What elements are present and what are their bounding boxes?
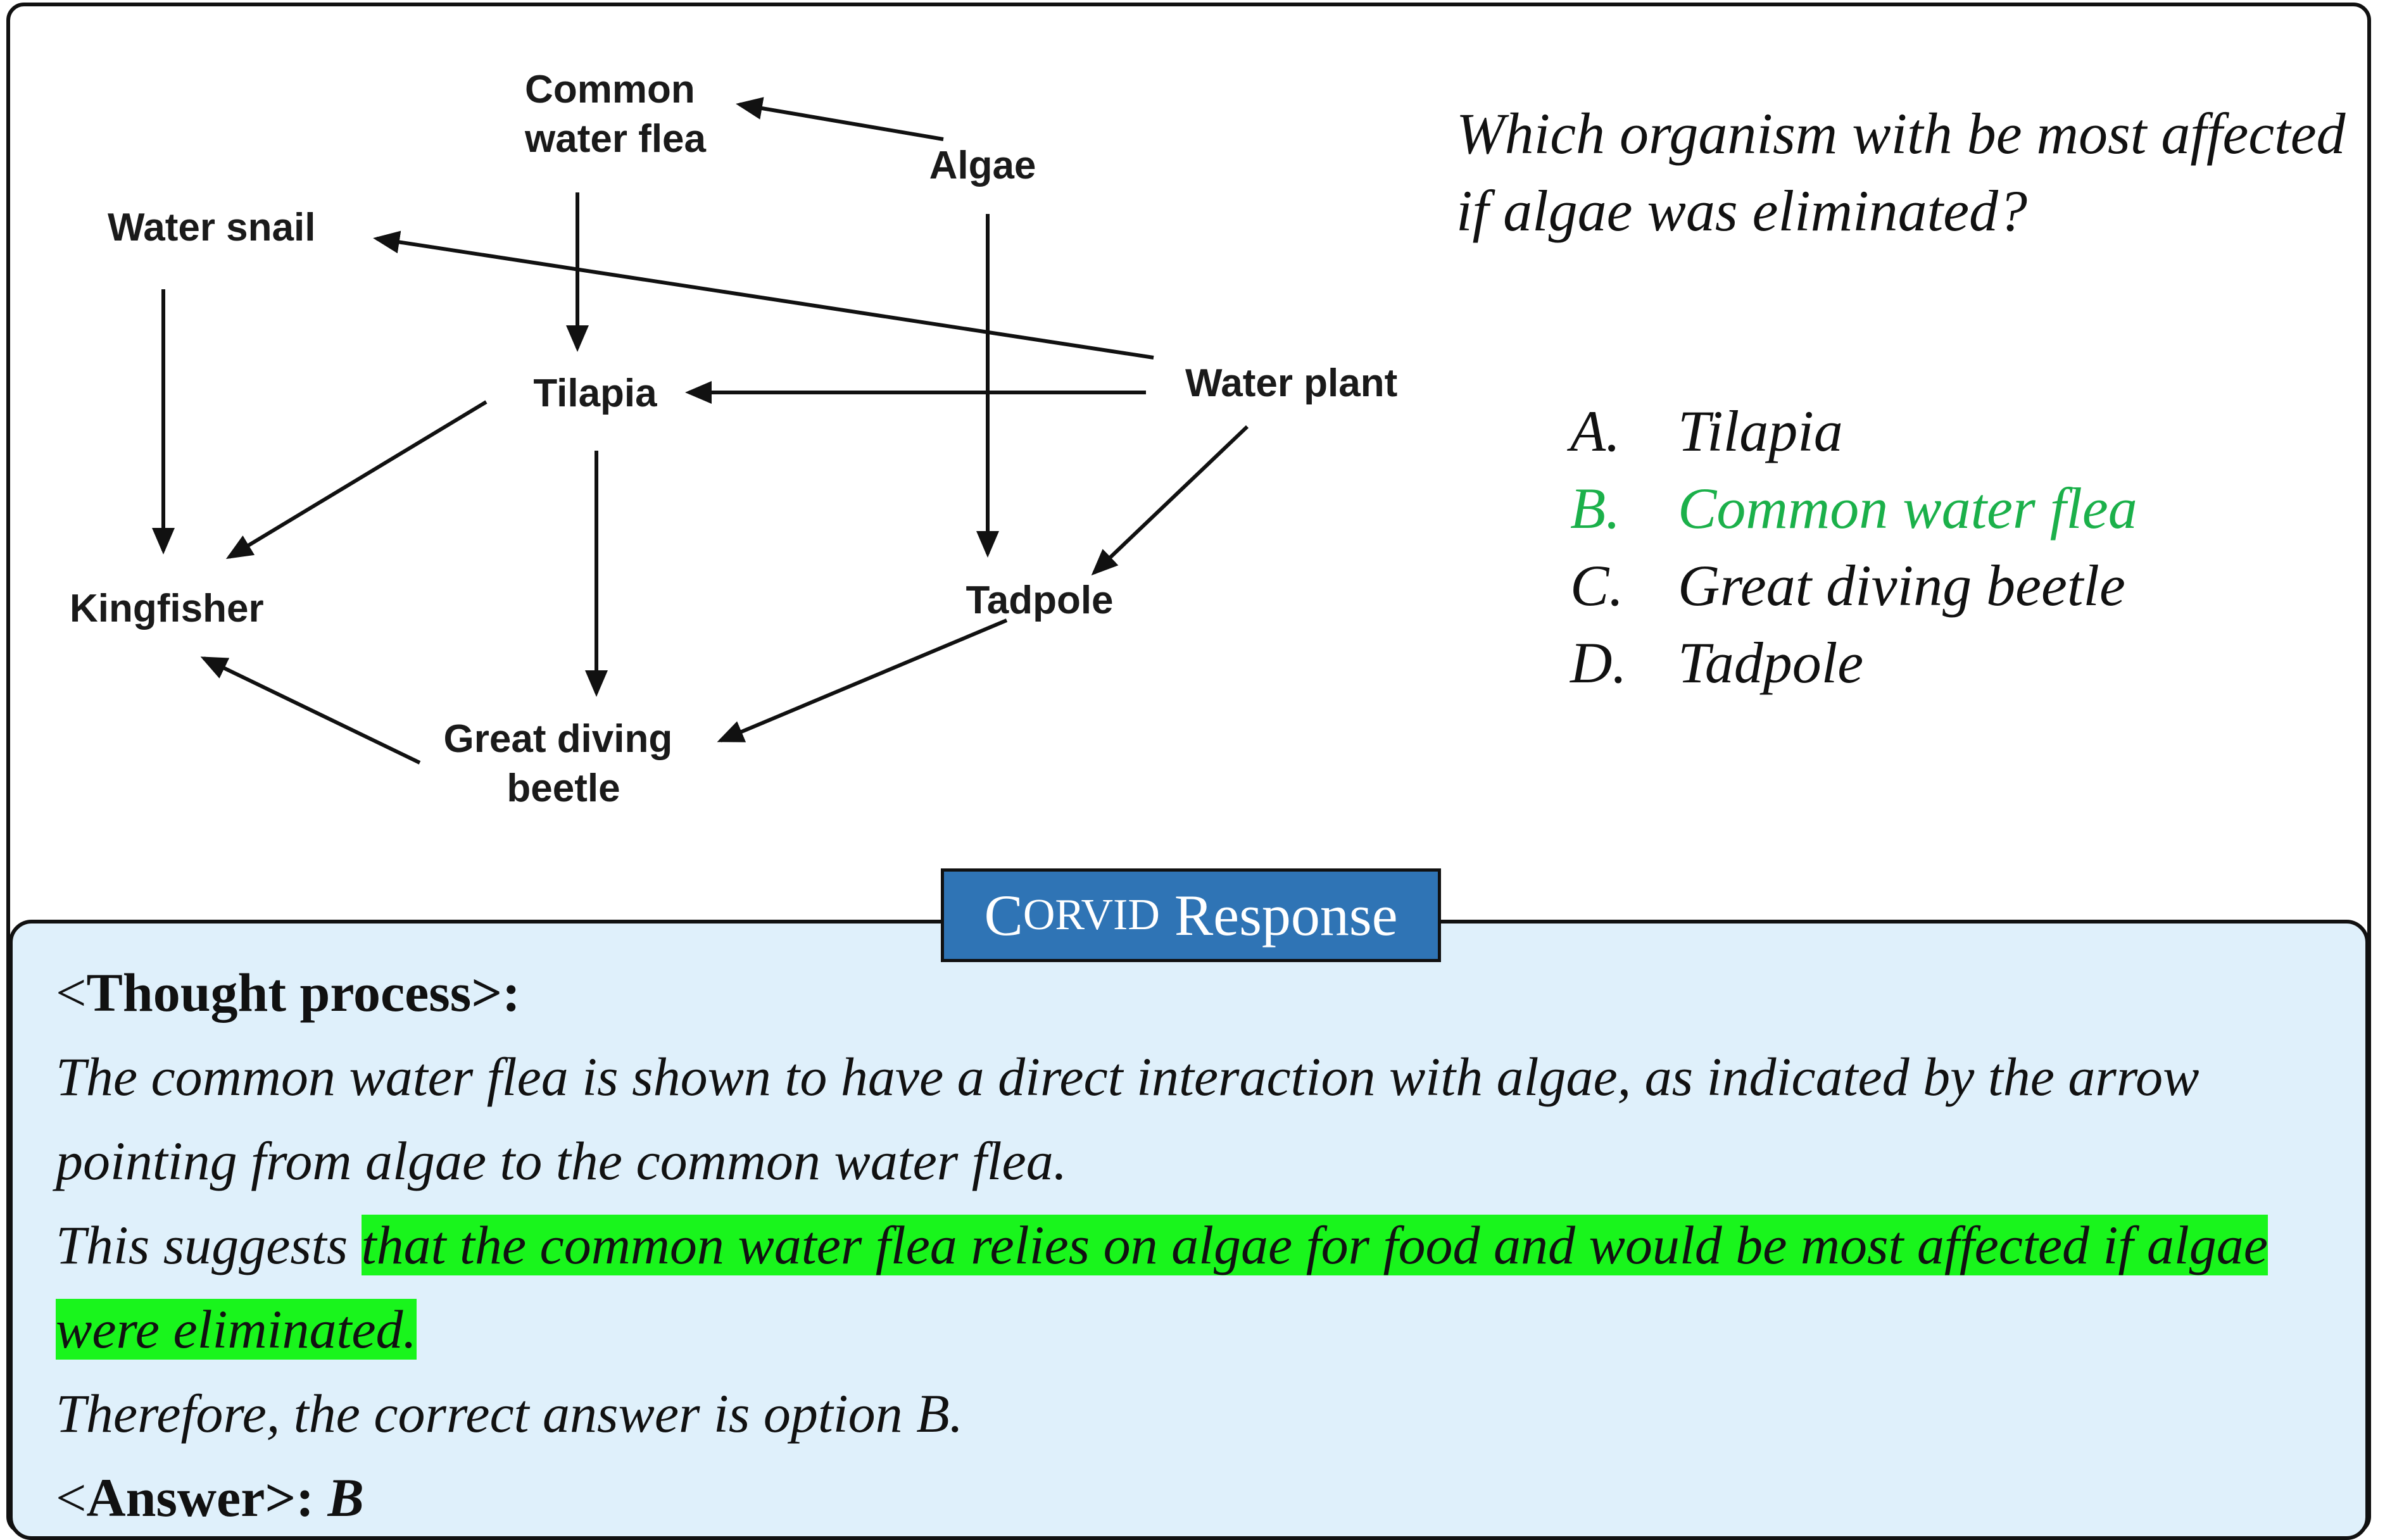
option-a: A. Tilapia bbox=[1570, 392, 2137, 470]
option-b: B. Common water flea bbox=[1570, 470, 2137, 547]
option-letter: A. bbox=[1570, 399, 1621, 463]
option-letter: C. bbox=[1570, 553, 1624, 618]
option-c: C. Great diving beetle bbox=[1570, 547, 2137, 624]
title-initial: C bbox=[984, 883, 1023, 948]
edge-beetle-to-kingfisher bbox=[200, 656, 421, 765]
answer-options: A. Tilapia B. Common water flea C. Great… bbox=[1570, 392, 2137, 701]
thought-label: Thought process bbox=[86, 962, 472, 1023]
option-d: D. Tadpole bbox=[1570, 624, 2137, 701]
edge-water-plant-to-tadpole bbox=[1091, 425, 1249, 576]
option-text: Great diving beetle bbox=[1678, 553, 2125, 618]
question-line-1: Which organism with be most affected bbox=[1456, 101, 2346, 166]
node-common-water-flea: Common water flea bbox=[524, 68, 707, 161]
food-web-diagram: Common water flea Algae Water snail Tila… bbox=[70, 68, 1397, 810]
node-algae: Algae bbox=[929, 144, 1036, 187]
bracket-open: < bbox=[56, 1467, 87, 1528]
response-body: <Thought process>: The common water flea… bbox=[56, 951, 2335, 1540]
bracket-close: >: bbox=[471, 962, 520, 1023]
question-text: Which organism with be most affected if … bbox=[1456, 95, 2362, 249]
bracket-open: < bbox=[56, 962, 87, 1023]
title-smallcaps: ORVID bbox=[1023, 891, 1160, 939]
option-letter: B. bbox=[1570, 476, 1621, 541]
edge-tilapia-to-kingfisher bbox=[225, 400, 488, 560]
node-kingfisher: Kingfisher bbox=[70, 587, 264, 630]
edge-tadpole-to-beetle bbox=[717, 618, 1008, 742]
node-tadpole: Tadpole bbox=[966, 579, 1113, 622]
reasoning-paragraph-2: This suggests that the common water flea… bbox=[56, 1203, 2335, 1372]
option-text: Tilapia bbox=[1678, 399, 1843, 463]
edge-algae-to-water-flea bbox=[736, 97, 944, 141]
bracket-close: >: bbox=[265, 1467, 315, 1528]
node-tilapia: Tilapia bbox=[533, 372, 657, 415]
option-text: Tadpole bbox=[1678, 630, 1864, 695]
node-water-plant: Water plant bbox=[1185, 361, 1397, 405]
title-rest: Response bbox=[1159, 883, 1398, 948]
node-great-diving-beetle: Great diving beetle bbox=[444, 717, 684, 810]
option-text: Common water flea bbox=[1678, 476, 2137, 541]
para2-prefix: This suggests bbox=[56, 1215, 362, 1275]
edge-water-plant-to-water-snail bbox=[373, 230, 1154, 360]
answer-line: <Answer>: B bbox=[56, 1456, 2335, 1540]
reasoning-paragraph-1: The common water flea is shown to have a… bbox=[56, 1046, 2199, 1191]
highlighted-reasoning: that the common water flea relies on alg… bbox=[56, 1215, 2268, 1360]
option-letter: D. bbox=[1570, 630, 1627, 695]
node-water-snail: Water snail bbox=[108, 206, 315, 249]
question-line-2: if algae was eliminated? bbox=[1456, 178, 2028, 243]
answer-value: B bbox=[327, 1467, 364, 1528]
thought-heading: <Thought process>: bbox=[56, 951, 2335, 1035]
reasoning-paragraph-3: Therefore, the correct answer is option … bbox=[56, 1383, 964, 1444]
answer-label: Answer bbox=[86, 1467, 265, 1528]
response-title: C ORVID Response bbox=[941, 868, 1441, 962]
